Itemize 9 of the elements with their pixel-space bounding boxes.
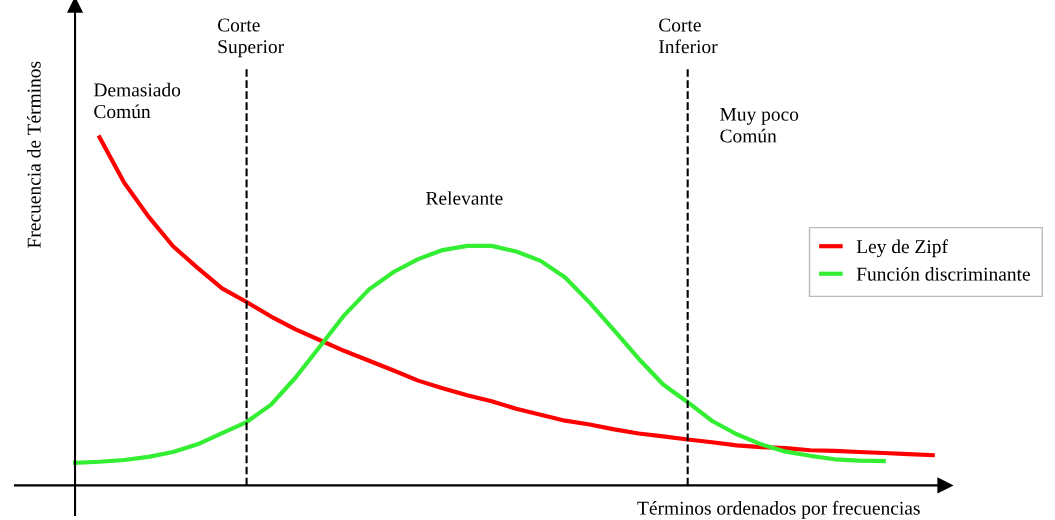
- y-axis-title: Frecuencia de Términos: [26, 61, 41, 248]
- text: Corte Inferior: [658, 18, 718, 54]
- annotation: Relevante: [426, 191, 503, 205]
- annotation: Muy poco Común: [720, 107, 799, 143]
- x-axis-title: Términos ordenados por frecuencias: [637, 500, 920, 519]
- text: Corte Superior: [217, 18, 284, 58]
- text: Demasiado Común: [93, 82, 181, 119]
- legend-label: Ley de Zipf: [856, 239, 948, 258]
- legend-label: Función discriminante: [856, 267, 1030, 281]
